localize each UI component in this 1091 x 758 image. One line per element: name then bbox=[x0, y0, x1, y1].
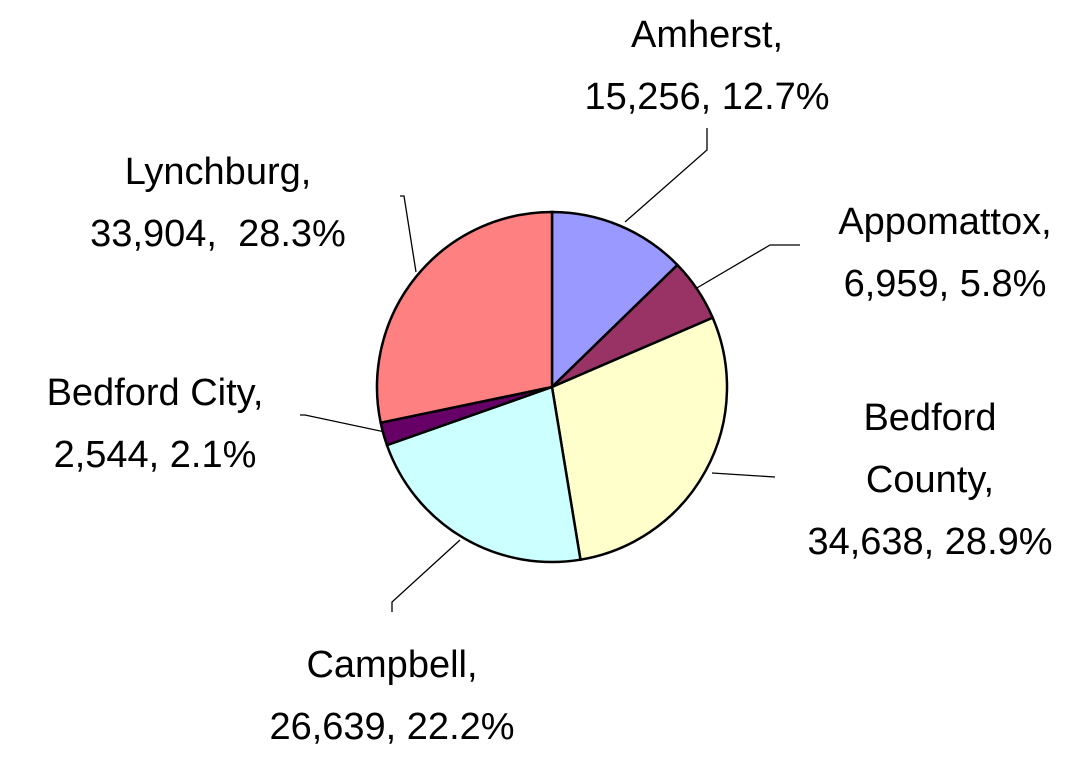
category-label: Amherst, bbox=[630, 14, 784, 56]
value-label: 33,904, 28.3% bbox=[90, 213, 346, 255]
slice-label: Bedford County, 34,638, 28.9% bbox=[807, 387, 1052, 573]
leader-line bbox=[391, 539, 461, 612]
category-label: Lynchburg, bbox=[124, 151, 312, 193]
value-label: 26,639, 22.2% bbox=[269, 706, 515, 748]
slice-label: Appomattox, 6,959, 5.8% bbox=[780, 191, 1091, 315]
pie-slice bbox=[550, 210, 680, 390]
leader-line bbox=[300, 414, 386, 433]
slice-label: Bedford City, 2,544, 2.1% bbox=[0, 362, 320, 486]
pie-slice bbox=[550, 316, 729, 562]
value-label: 2,544, 2.1% bbox=[53, 434, 257, 476]
leader-line bbox=[400, 195, 417, 273]
pie bbox=[375, 210, 729, 564]
leader-line bbox=[711, 472, 776, 478]
leader-line bbox=[689, 244, 800, 293]
category-label: Appomattox, bbox=[838, 201, 1052, 243]
slice-label: Amherst, 15,256, 12.7% bbox=[542, 4, 872, 128]
pie-slice bbox=[375, 210, 554, 425]
value-label: 15,256, 12.7% bbox=[584, 76, 830, 118]
leader-lines bbox=[300, 128, 800, 612]
slice-label: Campbell, 26,639, 22.2% bbox=[227, 634, 557, 758]
value-label: 6,959, 5.8% bbox=[843, 263, 1047, 305]
category-label: Bedford City, bbox=[46, 372, 264, 414]
slice-label: Lynchburg, 33,904, 28.3% bbox=[53, 141, 383, 265]
category-label: Campbell, bbox=[306, 644, 478, 686]
value-label: 34,638, 28.9% bbox=[807, 521, 1053, 563]
category-label: Bedford County, bbox=[863, 397, 997, 501]
pie-slice bbox=[385, 385, 582, 564]
leader-line bbox=[624, 128, 708, 223]
